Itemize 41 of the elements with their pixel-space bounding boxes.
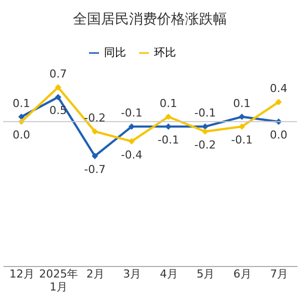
chart-title: 全国居民消费价格涨跌幅	[73, 11, 227, 28]
point	[165, 123, 172, 130]
data-label: 0.4	[270, 82, 288, 96]
data-label: 0.1	[233, 96, 251, 110]
data-label: -0.1	[120, 106, 142, 120]
point	[238, 123, 246, 130]
x-tick-label: 6月	[233, 268, 252, 280]
x-tick-label: 5月	[196, 268, 215, 280]
x-tick-label: 7月	[270, 268, 288, 280]
point	[275, 98, 282, 106]
x-tick-label: 2025年 1月	[39, 268, 78, 294]
data-label: -0.2	[84, 111, 106, 124]
data-label: -0.1	[194, 106, 216, 120]
x-tick-label: 2月	[86, 268, 104, 280]
data-label: -0.4	[120, 148, 142, 162]
point	[54, 94, 62, 100]
x-tick-label: 3月	[123, 268, 142, 280]
data-label: -0.7	[84, 163, 106, 176]
point	[202, 128, 208, 135]
data-label: -0.1	[231, 134, 253, 147]
x-tick-label: 4月	[160, 268, 178, 280]
point	[128, 123, 135, 130]
point	[54, 84, 62, 90]
data-label: 0.1	[160, 96, 178, 110]
x-tick-label: 12月	[9, 268, 34, 280]
legend-label: 同比	[104, 46, 126, 59]
point	[202, 123, 208, 130]
data-label: 0.5	[49, 104, 67, 118]
legend-label: 环比	[154, 46, 176, 59]
point	[238, 114, 246, 120]
data-label: 0.0	[270, 128, 288, 142]
data-label: 0.0	[12, 128, 30, 142]
data-label: -0.1	[158, 134, 180, 147]
data-label: 0.1	[12, 96, 30, 110]
point	[128, 138, 135, 144]
point	[18, 114, 25, 120]
point	[92, 152, 98, 160]
data-label: 0.7	[49, 67, 67, 80]
point	[165, 114, 172, 120]
point	[92, 128, 98, 135]
data-label: -0.2	[194, 138, 216, 152]
